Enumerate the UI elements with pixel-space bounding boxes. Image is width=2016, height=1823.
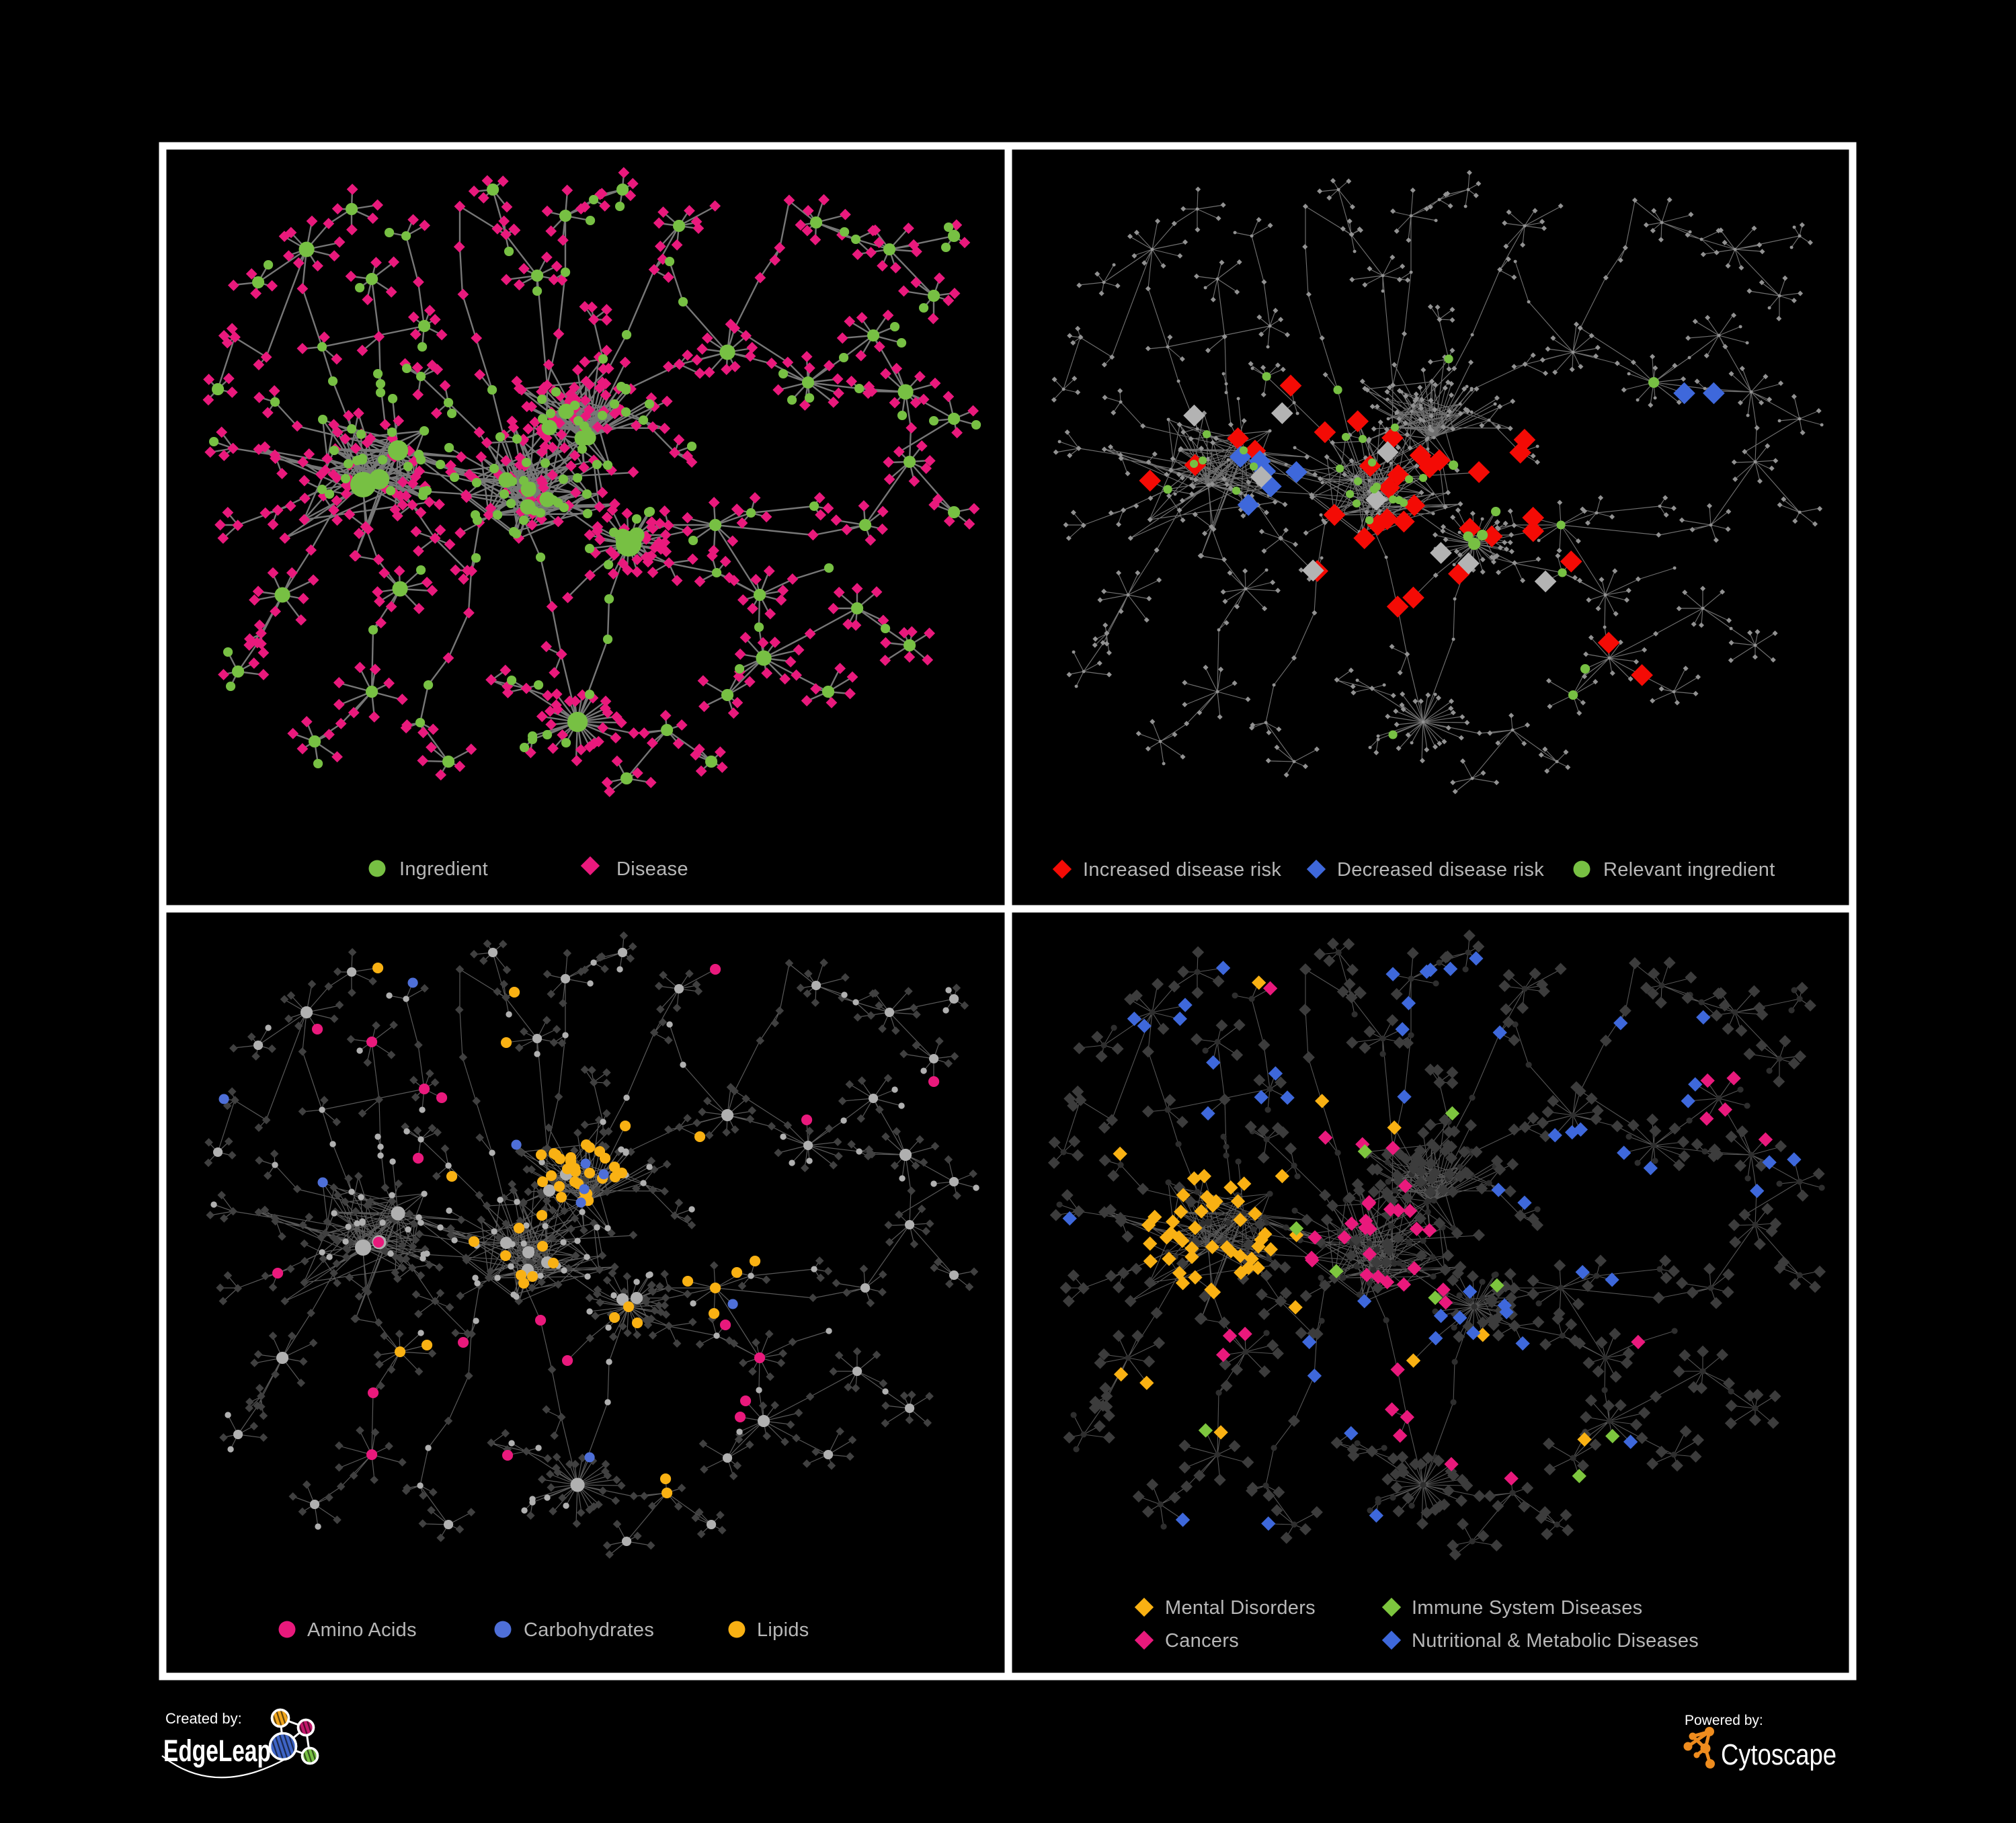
svg-text:Carbohydrates: Carbohydrates: [524, 1619, 654, 1641]
svg-text:Nutritional & Metabolic Diseas: Nutritional & Metabolic Diseases: [1412, 1630, 1699, 1652]
svg-text:Increased disease risk: Increased disease risk: [1083, 859, 1281, 881]
svg-text:Mental Disorders: Mental Disorders: [1165, 1597, 1316, 1619]
svg-text:Disease: Disease: [616, 858, 688, 880]
svg-text:Powered by:: Powered by:: [1685, 1713, 1763, 1728]
svg-text:Immune System Diseases: Immune System Diseases: [1412, 1597, 1642, 1619]
svg-text:Relevant ingredient: Relevant ingredient: [1603, 859, 1775, 881]
svg-text:Cytoscape: Cytoscape: [1721, 1738, 1837, 1771]
svg-text:EdgeLeap: EdgeLeap: [163, 1734, 271, 1768]
svg-text:Cancers: Cancers: [1165, 1630, 1239, 1652]
svg-text:Created by:: Created by:: [165, 1710, 242, 1727]
svg-text:Ingredient: Ingredient: [399, 858, 488, 880]
svg-text:Decreased disease risk: Decreased disease risk: [1337, 859, 1544, 881]
svg-text:Lipids: Lipids: [757, 1619, 809, 1641]
svg-text:Amino Acids: Amino Acids: [307, 1619, 417, 1641]
